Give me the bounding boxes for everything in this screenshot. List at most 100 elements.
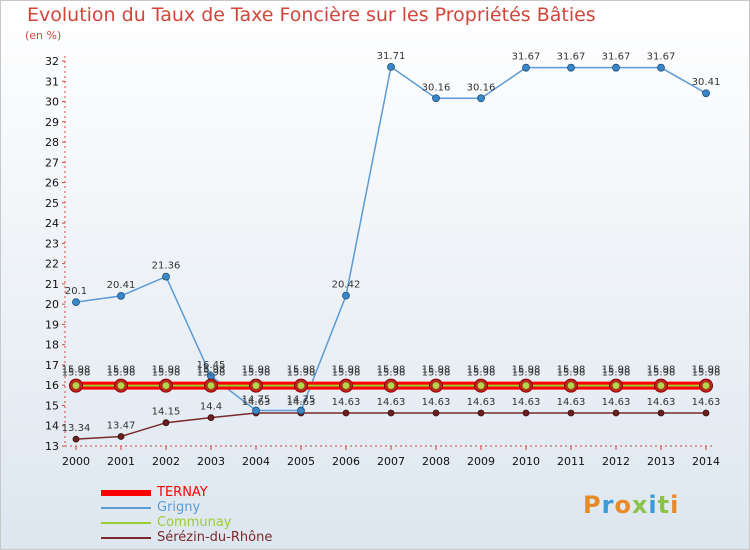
data-label-grigny: 30.16: [467, 82, 496, 93]
logo-letter: i: [670, 491, 680, 519]
y-tick-label: 23: [45, 237, 59, 250]
data-label-grigny: 31.67: [557, 52, 586, 63]
legend-item-serezin: Sérézin-du-Rhône: [101, 530, 321, 546]
point-communay: [521, 381, 531, 391]
data-label-grigny: 20.42: [332, 280, 361, 291]
point-grigny: [612, 63, 620, 72]
point-serezin: [72, 435, 80, 443]
point-grigny: [252, 406, 260, 415]
y-tick-label: 25: [45, 197, 59, 210]
point-grigny: [657, 63, 665, 72]
data-label-communay: 15.98: [602, 368, 631, 379]
data-label-grigny: 14.75: [242, 395, 271, 406]
point-communay: [296, 381, 306, 391]
point-serezin: [117, 433, 125, 440]
data-label-serezin: 14.63: [332, 397, 361, 408]
data-label-communay: 15.98: [242, 368, 271, 379]
point-communay: [476, 381, 486, 391]
logo-letter: i: [648, 491, 658, 519]
data-label-ternay: 15.98: [242, 365, 271, 376]
y-tick-label: 26: [45, 177, 59, 190]
data-label-serezin: 14.63: [287, 397, 316, 408]
data-label-communay: 15.98: [377, 368, 406, 379]
y-tick-label: 27: [45, 156, 59, 169]
legend-swatch-communay: [101, 522, 151, 524]
proxiti-logo: Proxiti: [583, 491, 679, 519]
y-tick-label: 24: [45, 217, 59, 230]
point-serezin: [432, 409, 440, 417]
x-tick-label: 2006: [332, 455, 360, 468]
data-label-serezin: 14.63: [512, 397, 541, 408]
point-serezin: [342, 409, 350, 417]
point-serezin: [477, 409, 485, 417]
data-label-serezin: 14.63: [467, 397, 496, 408]
y-tick-label: 18: [45, 339, 59, 352]
legend: TERNAY Grigny Communay Sérézin-du-Rhône: [101, 485, 321, 546]
point-serezin: [387, 409, 395, 417]
data-label-communay: 15.98: [62, 368, 91, 379]
y-tick-label: 30: [45, 96, 59, 109]
data-label-ternay: 15.98: [197, 365, 226, 376]
point-communay: [161, 381, 171, 391]
data-label-ternay: 15.98: [647, 365, 676, 376]
data-label-serezin: 14.4: [200, 402, 222, 413]
data-label-communay: 15.98: [197, 368, 226, 379]
x-tick-label: 2014: [692, 455, 720, 468]
data-label-ternay: 15.98: [557, 365, 586, 376]
point-communay: [206, 381, 216, 391]
point-communay: [341, 381, 351, 391]
point-grigny: [387, 62, 395, 71]
point-grigny: [342, 291, 350, 300]
point-communay: [251, 381, 261, 391]
logo-letter: o: [614, 491, 632, 519]
data-label-grigny: 20.41: [107, 280, 136, 291]
data-label-grigny: 31.67: [512, 52, 541, 63]
point-serezin: [567, 409, 575, 417]
data-label-communay: 15.98: [557, 368, 586, 379]
data-label-communay: 15.98: [467, 368, 496, 379]
series-line-grigny: [75, 65, 707, 412]
x-tick-label: 2004: [242, 455, 270, 468]
point-grigny: [477, 94, 485, 103]
point-grigny: [702, 89, 710, 98]
x-tick-label: 2007: [377, 455, 405, 468]
data-label-serezin: 14.63: [647, 397, 676, 408]
data-label-serezin: 13.34: [62, 423, 91, 434]
point-grigny: [522, 63, 530, 72]
data-label-grigny: 14.75: [287, 395, 316, 406]
legend-item-ternay: TERNAY: [101, 485, 321, 501]
point-serezin: [207, 414, 215, 422]
data-label-communay: 15.98: [647, 368, 676, 379]
point-grigny: [432, 94, 440, 103]
y-tick-label: 29: [45, 116, 59, 129]
legend-swatch-serezin: [101, 537, 151, 539]
x-tick-label: 2002: [152, 455, 180, 468]
x-tick-label: 2012: [602, 455, 630, 468]
point-communay: [656, 381, 666, 391]
x-tick-label: 2010: [512, 455, 540, 468]
data-label-ternay: 15.98: [332, 365, 361, 376]
point-grigny: [297, 406, 305, 415]
data-label-serezin: 14.63: [422, 397, 451, 408]
logo-letter: x: [631, 491, 649, 519]
legend-label-grigny: Grigny: [157, 500, 201, 515]
logo-letter: t: [657, 491, 671, 519]
data-label-grigny: 30.16: [422, 82, 451, 93]
chart-title: Evolution du Taux de Taxe Foncière sur l…: [27, 4, 596, 26]
data-label-grigny: 31.67: [602, 52, 631, 63]
y-tick-label: 31: [45, 75, 59, 88]
data-label-serezin: 13.47: [107, 420, 136, 431]
logo-letter: r: [601, 491, 615, 519]
y-tick-label: 21: [45, 278, 59, 291]
point-serezin: [657, 409, 665, 417]
x-tick-label: 2009: [467, 455, 495, 468]
point-grigny: [72, 298, 80, 307]
legend-label-serezin: Sérézin-du-Rhône: [157, 530, 273, 545]
data-label-ternay: 15.98: [377, 365, 406, 376]
legend-item-communay: Communay: [101, 515, 321, 531]
y-tick-label: 14: [45, 420, 59, 433]
point-serezin: [522, 409, 530, 417]
legend-swatch-ternay: [101, 490, 151, 496]
y-tick-label: 13: [45, 440, 59, 453]
